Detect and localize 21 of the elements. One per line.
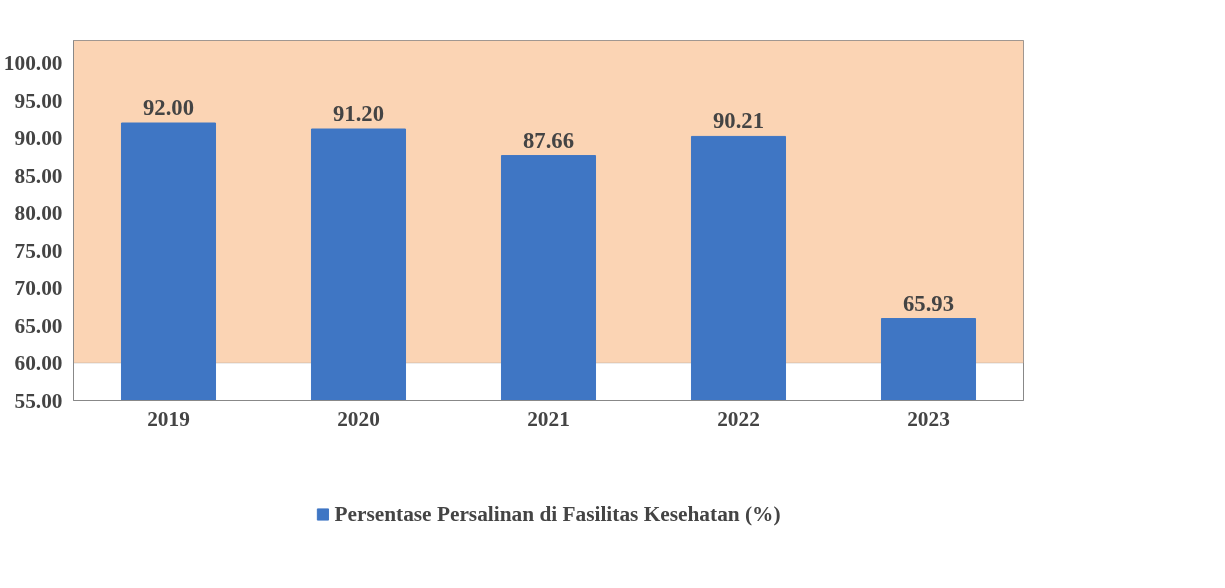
text: 65.93 xyxy=(903,290,954,316)
y-tick-label: 70.00 xyxy=(14,276,63,300)
y-tick-label: 100.00 xyxy=(3,51,63,75)
x-tick-label: 2022 xyxy=(717,406,760,431)
text: 90.21 xyxy=(713,108,764,134)
y-tick-label: 55.00 xyxy=(14,388,63,413)
text: 92.00 xyxy=(143,95,194,120)
x-tick-label: 2021 xyxy=(527,406,570,431)
y-tick-label: 65.00 xyxy=(14,313,63,338)
y-tick-label: 80.00 xyxy=(14,201,63,225)
legend-label: Persentase Persalinan di Fasilitas Kesehatan (%) xyxy=(334,501,781,527)
y-tick-label: 60.00 xyxy=(14,351,63,375)
y-tick-label: 95.00 xyxy=(14,88,63,113)
text: 91.20 xyxy=(333,101,384,126)
x-tick-label: 2023 xyxy=(907,406,950,431)
y-tick-label: 75.00 xyxy=(14,238,63,263)
text: 87.66 xyxy=(523,127,574,153)
y-tick-label: 85.00 xyxy=(14,163,63,188)
y-tick-label: 90.00 xyxy=(14,126,63,150)
x-tick-label: 2019 xyxy=(147,406,190,431)
x-tick-label: 2020 xyxy=(337,406,380,431)
